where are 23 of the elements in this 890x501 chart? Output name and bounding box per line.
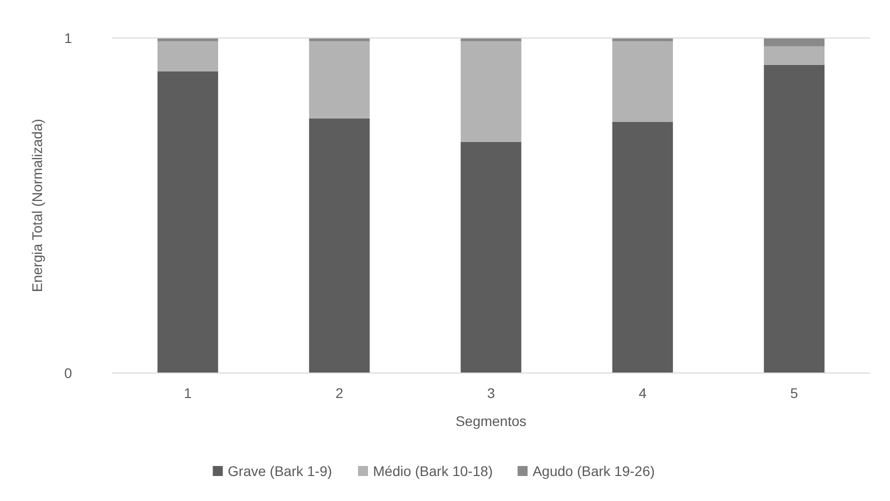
bar (612, 41, 673, 122)
legend-label: Grave (Bark 1-9) (228, 462, 332, 479)
bar (764, 64, 825, 373)
bar (309, 118, 370, 373)
bar (460, 41, 522, 142)
bar (460, 142, 522, 373)
bar (157, 41, 218, 72)
legend-label: Médio (Bark 10-18) (373, 462, 493, 479)
legend-label: Agudo (Bark 19-26) (532, 462, 655, 479)
x-tick-label: 3 (487, 385, 496, 401)
x-axis-title: Segmentos (456, 413, 526, 429)
x-tick-label: 5 (790, 385, 798, 401)
bar (157, 72, 218, 373)
bar (764, 38, 825, 46)
x-tick-label: 1 (184, 385, 192, 401)
y-tick-label: 0 (64, 364, 72, 381)
bar (612, 122, 673, 373)
x-tick-label: 2 (336, 385, 344, 401)
x-tick-label: 4 (638, 385, 647, 401)
bar (309, 41, 370, 118)
y-axis-title: Energia Total (Normalizada) (29, 118, 45, 292)
bar (460, 38, 522, 42)
bar (764, 46, 825, 65)
